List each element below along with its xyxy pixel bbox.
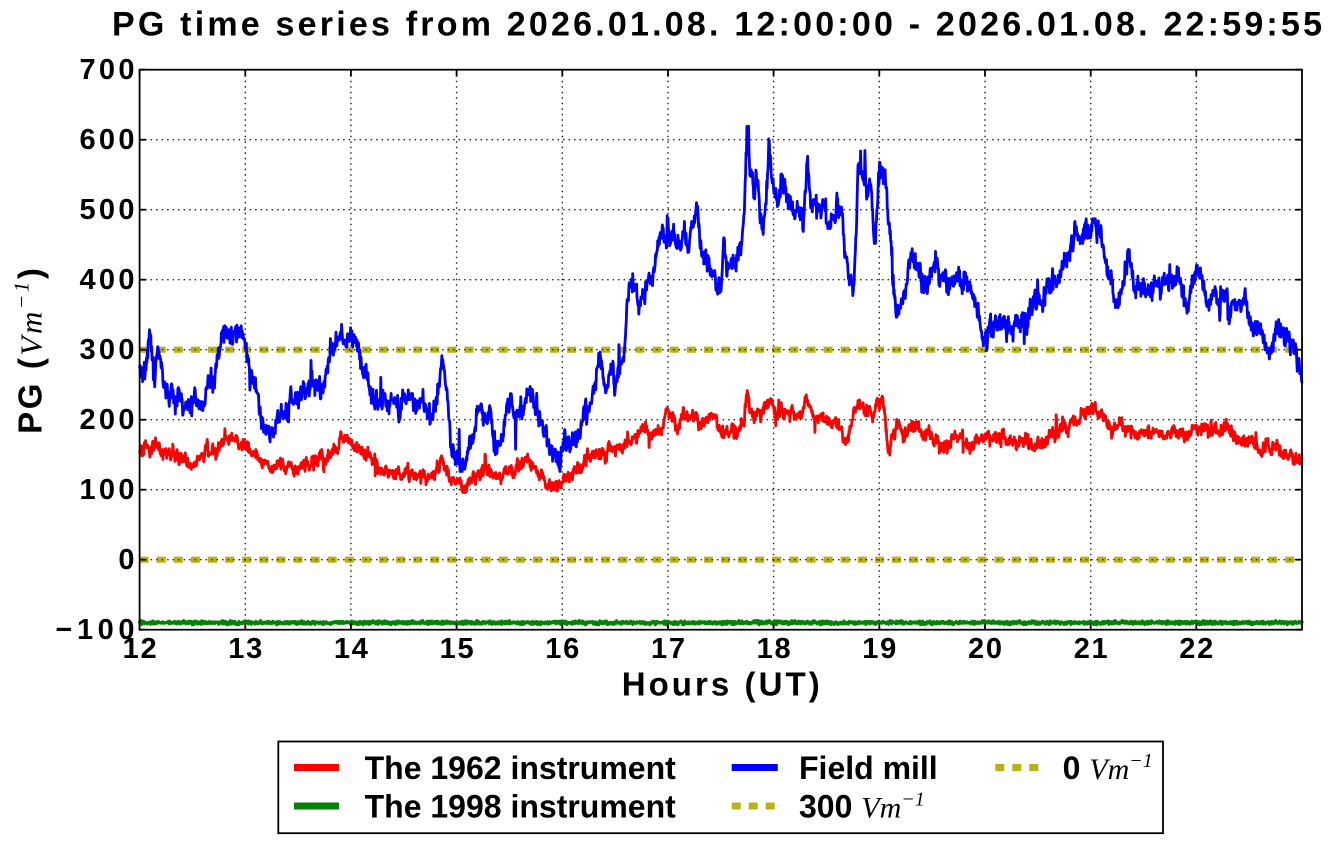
svg-text:0 Vm−1: 0 Vm−1	[1063, 750, 1153, 786]
svg-text:12: 12	[123, 633, 157, 665]
svg-text:0: 0	[118, 544, 134, 576]
svg-text:21: 21	[1074, 633, 1108, 665]
svg-text:700: 700	[80, 54, 135, 86]
svg-text:PG time series from 2026.01.08: PG time series from 2026.01.08. 12:00:00…	[112, 5, 1322, 43]
svg-text:300: 300	[80, 334, 135, 366]
svg-text:20: 20	[968, 633, 1002, 665]
svg-text:19: 19	[862, 633, 896, 665]
svg-text:Hours (UT): Hours (UT)	[622, 665, 820, 702]
svg-text:18: 18	[757, 633, 791, 665]
svg-text:The 1962 instrument: The 1962 instrument	[365, 750, 677, 786]
svg-text:15: 15	[440, 633, 474, 665]
svg-text:22: 22	[1179, 633, 1213, 665]
svg-text:400: 400	[80, 264, 135, 296]
svg-text:13: 13	[228, 633, 262, 665]
svg-text:500: 500	[80, 194, 135, 226]
svg-text:Field mill: Field mill	[799, 750, 938, 786]
svg-text:200: 200	[80, 404, 135, 436]
svg-text:100: 100	[80, 474, 135, 506]
svg-text:14: 14	[334, 633, 368, 665]
svg-text:600: 600	[80, 124, 135, 156]
svg-text:16: 16	[545, 633, 579, 665]
svg-text:17: 17	[651, 633, 685, 665]
svg-text:The 1998 instrument: The 1998 instrument	[365, 788, 677, 824]
